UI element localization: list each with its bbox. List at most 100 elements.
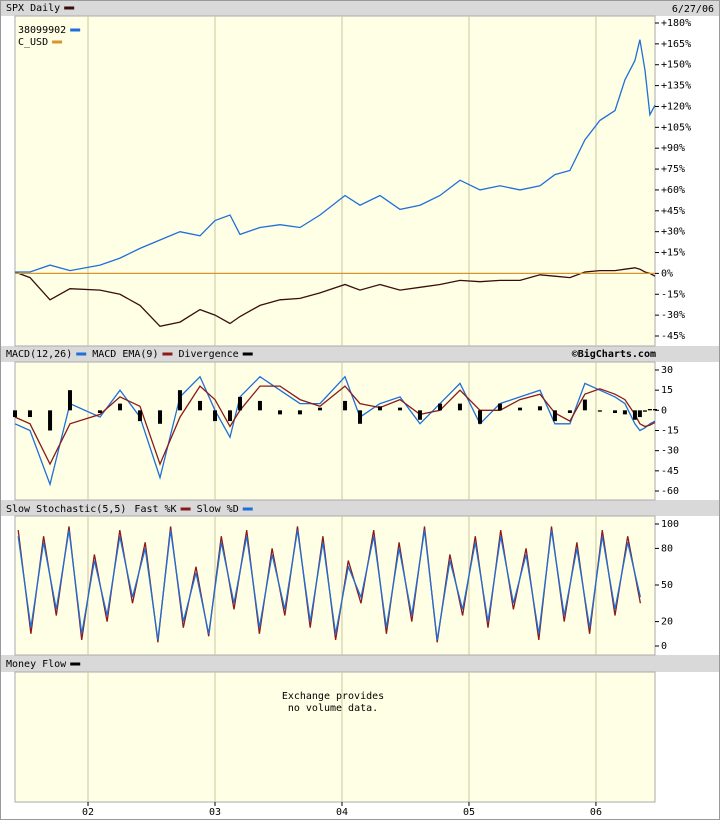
divergence-bar xyxy=(343,400,348,411)
legend-label: Money Flow xyxy=(6,659,67,670)
divergence-bar xyxy=(278,410,283,415)
divergence-bar xyxy=(118,403,123,411)
y-tick-label: 15 xyxy=(661,385,673,396)
credit: ©BigCharts.com xyxy=(572,348,656,360)
y-tick-label: +180% xyxy=(661,18,691,29)
legend-swatch xyxy=(76,352,87,356)
divergence-bar xyxy=(537,406,542,411)
legend-swatch xyxy=(70,28,81,32)
y-tick-label: -15 xyxy=(661,426,679,437)
divergence-bar xyxy=(582,399,587,411)
divergence-bar xyxy=(647,408,652,411)
x-tick-label: 04 xyxy=(336,807,348,818)
divergence-bar xyxy=(158,410,163,424)
divergence-bar xyxy=(227,410,232,422)
divergence-bar xyxy=(137,410,142,422)
y-tick-label: 0 xyxy=(661,405,667,416)
divergence-bar xyxy=(518,407,523,411)
note-text: no volume data. xyxy=(288,703,378,714)
y-tick-label: +45% xyxy=(661,206,685,217)
divergence-bar xyxy=(48,410,53,431)
y-tick-label: 0 xyxy=(661,641,667,652)
divergence-bar xyxy=(497,403,502,411)
divergence-bar xyxy=(438,403,443,411)
divergence-bar xyxy=(177,390,182,411)
y-tick-label: +135% xyxy=(661,81,691,92)
y-tick-label: 30 xyxy=(661,365,673,376)
y-tick-label: +120% xyxy=(661,101,691,112)
legend-label: MACD EMA(9) xyxy=(92,349,158,360)
divergence-bar xyxy=(478,410,483,424)
divergence-bar xyxy=(398,407,403,411)
y-tick-label: -60 xyxy=(661,486,679,497)
divergence-bar xyxy=(552,410,557,422)
legend-label: 38099902 xyxy=(18,25,66,36)
divergence-bar xyxy=(97,410,102,414)
legend-swatch xyxy=(180,507,191,511)
plot-area xyxy=(14,361,656,501)
y-tick-label: -30 xyxy=(661,446,679,457)
legend-label: Divergence xyxy=(178,349,238,360)
y-tick-label: 80 xyxy=(661,543,673,554)
divergence-bar xyxy=(213,410,217,422)
y-tick-label: +60% xyxy=(661,185,685,196)
y-tick-label: -15% xyxy=(661,289,685,300)
divergence-bar xyxy=(653,408,657,411)
divergence-bar xyxy=(567,410,572,414)
legend-swatch xyxy=(162,352,173,356)
legend-swatch xyxy=(242,507,253,511)
y-tick-label: +90% xyxy=(661,143,685,154)
panel-header xyxy=(1,1,719,16)
y-tick-label: +30% xyxy=(661,227,685,238)
plot-area xyxy=(14,15,656,347)
y-tick-label: +165% xyxy=(661,39,691,50)
legend-swatch xyxy=(242,352,253,356)
divergence-bar xyxy=(13,410,17,418)
y-tick-label: 0% xyxy=(661,268,673,279)
divergence-bar xyxy=(457,403,462,411)
note-text: Exchange provides xyxy=(282,691,384,702)
y-tick-label: -30% xyxy=(661,310,685,321)
divergence-bar xyxy=(613,410,617,414)
y-tick-label: -45% xyxy=(661,331,685,342)
legend-label: Fast %K xyxy=(134,504,176,515)
legend-label: Slow Stochastic(5,5) xyxy=(6,504,126,515)
divergence-bar xyxy=(642,410,647,412)
y-tick-label: +105% xyxy=(661,122,691,133)
date: 6/27/06 xyxy=(672,4,714,15)
plot-area xyxy=(14,671,656,803)
x-tick-label: 05 xyxy=(463,807,475,818)
divergence-bar xyxy=(632,410,637,420)
y-tick-label: 100 xyxy=(661,519,679,530)
y-tick-label: +150% xyxy=(661,60,691,71)
y-tick-label: +75% xyxy=(661,164,685,175)
divergence-bar xyxy=(417,410,422,420)
divergence-bar xyxy=(257,400,262,411)
divergence-bar xyxy=(318,407,323,411)
divergence-bar xyxy=(622,410,627,415)
y-tick-label: 50 xyxy=(661,580,673,591)
y-tick-label: -45 xyxy=(661,466,679,477)
divergence-bar xyxy=(67,390,72,411)
series-line xyxy=(17,529,642,641)
divergence-bar xyxy=(297,410,302,415)
x-tick-label: 03 xyxy=(209,807,221,818)
divergence-bar xyxy=(27,410,32,418)
divergence-bar xyxy=(377,406,382,411)
legend-label: SPX Daily xyxy=(6,3,60,14)
y-tick-label: 20 xyxy=(661,617,673,628)
y-tick-label: +15% xyxy=(661,248,685,259)
series-line xyxy=(14,267,656,328)
x-tick-label: 02 xyxy=(82,807,94,818)
divergence-bar xyxy=(238,396,243,411)
divergence-bar xyxy=(597,410,602,412)
legend-label: C_USD xyxy=(18,37,48,48)
panel-header xyxy=(1,500,719,516)
divergence-bar xyxy=(358,410,363,424)
legend-label: Slow %D xyxy=(197,504,239,515)
divergence-bar xyxy=(198,400,203,411)
x-tick-label: 06 xyxy=(590,807,602,818)
legend-swatch xyxy=(64,6,75,10)
legend-swatch xyxy=(52,40,63,44)
